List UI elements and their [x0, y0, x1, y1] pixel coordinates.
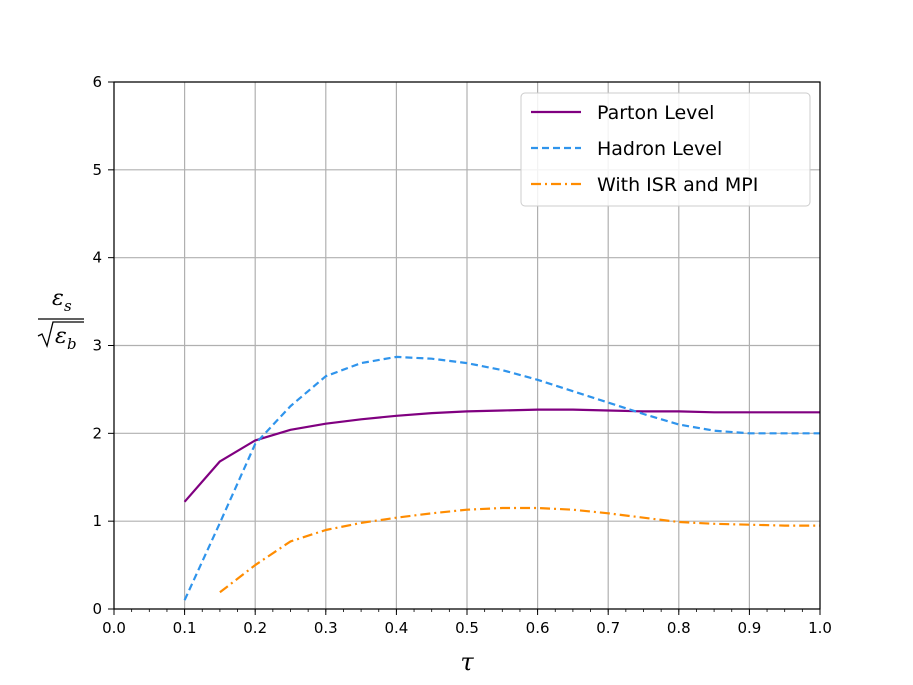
y-tick-label: 6 [92, 73, 102, 91]
y-label-denominator: ε [55, 324, 67, 349]
x-tick-label: 0.9 [737, 619, 761, 637]
x-tick-label: 0.4 [384, 619, 408, 637]
axis-ticks: 0.0 0.1 0.2 0.3 0.4 0.5 0.6 0.7 0.8 0.9 1.0 0 1 2 3 4 5 6 [92, 73, 831, 637]
y-tick-label: 1 [92, 512, 102, 530]
series-line-with-isr-and-mpi [219, 506, 820, 594]
x-tick-label: 0.8 [667, 619, 691, 637]
y-tick-label: 2 [92, 424, 102, 442]
series-layer [183, 355, 820, 601]
y-label-numerator-sub: s [64, 297, 72, 315]
x-tick-label: 1.0 [808, 619, 832, 637]
y-label-denominator-sub: b [67, 335, 77, 353]
x-tick-label: 0.7 [596, 619, 620, 637]
y-tick-label: 4 [92, 249, 102, 267]
x-tick-label: 0.2 [243, 619, 267, 637]
y-tick-label: 0 [92, 600, 102, 618]
x-tick-label: 0.1 [173, 619, 197, 637]
legend: Parton Level Hadron Level With ISR and MPI [520, 92, 811, 207]
legend-label-parton-level: Parton Level [597, 102, 714, 124]
y-tick-label: 3 [92, 337, 102, 355]
legend-label-hadron-level: Hadron Level [597, 138, 722, 160]
y-axis-label: ε s ε b [37, 286, 84, 353]
x-tick-label: 0.5 [455, 619, 479, 637]
y-tick-label: 5 [92, 161, 102, 179]
legend-items: Parton Level Hadron Level With ISR and MPI [531, 102, 758, 196]
y-label-numerator: ε [52, 286, 64, 311]
x-tick-label: 0.6 [526, 619, 550, 637]
series-line-parton-level [183, 408, 820, 503]
sqrt-symbol-icon [37, 321, 84, 349]
x-tick-label: 0.0 [102, 619, 126, 637]
series-line-hadron-level [183, 355, 820, 601]
x-tick-label: 0.3 [314, 619, 338, 637]
legend-label-with-isr-and-mpi: With ISR and MPI [597, 174, 758, 196]
x-axis-label: τ [460, 648, 474, 676]
legend-box [520, 92, 811, 207]
